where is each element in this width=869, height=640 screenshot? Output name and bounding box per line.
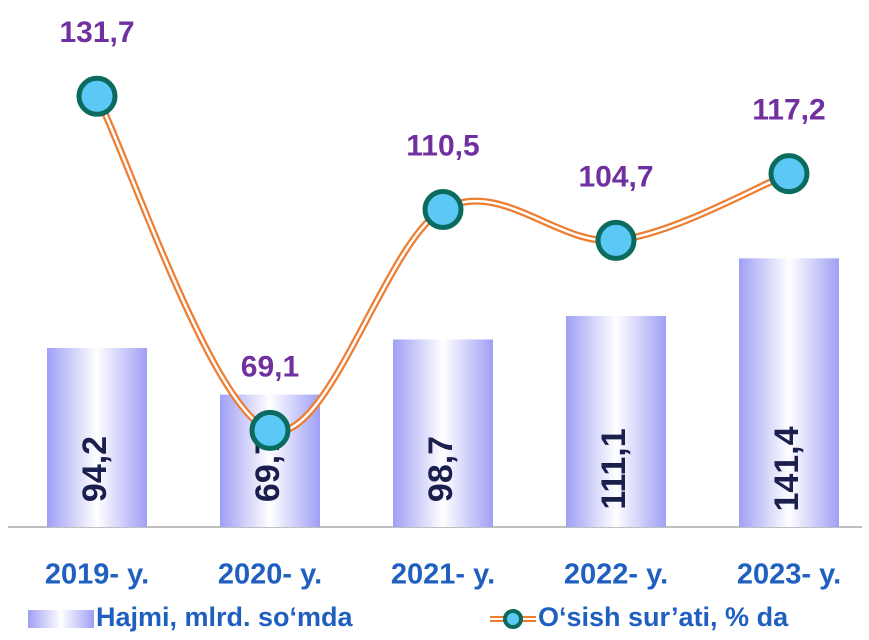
bar-value-label: 141,4 <box>768 426 806 511</box>
line-marker <box>76 75 118 117</box>
line-marker <box>422 188 464 230</box>
bar <box>393 339 493 527</box>
bar <box>47 348 147 527</box>
x-tick-label: 2021- y. <box>391 559 495 591</box>
line-marker <box>768 153 810 195</box>
legend-marker <box>503 609 523 629</box>
line-marker <box>595 219 637 261</box>
line-value-label: 110,5 <box>406 129 479 162</box>
bar <box>566 315 666 527</box>
bar-value-label: 94,2 <box>76 436 114 502</box>
line-inner <box>95 95 790 433</box>
line-marker <box>249 409 291 451</box>
x-tick-label: 2022- y. <box>564 559 668 591</box>
legend-swatch <box>28 610 94 628</box>
legend-label: O‘sish sur’ati, % da <box>538 602 789 632</box>
line-value-label: 117,2 <box>752 94 825 127</box>
line-value-label: 104,7 <box>578 160 653 193</box>
x-tick-label: 2023- y. <box>737 559 841 591</box>
bar-value-label: 98,7 <box>422 436 460 502</box>
line-value-label: 131,7 <box>59 16 134 49</box>
line-value-label: 69,1 <box>241 350 299 383</box>
bar <box>739 258 839 527</box>
bar-value-label: 111,1 <box>595 428 633 509</box>
x-tick-label: 2019- y. <box>45 559 149 591</box>
legend-label: Hajmi, mlrd. so‘mda <box>96 602 354 632</box>
x-tick-label: 2020- y. <box>218 559 322 591</box>
